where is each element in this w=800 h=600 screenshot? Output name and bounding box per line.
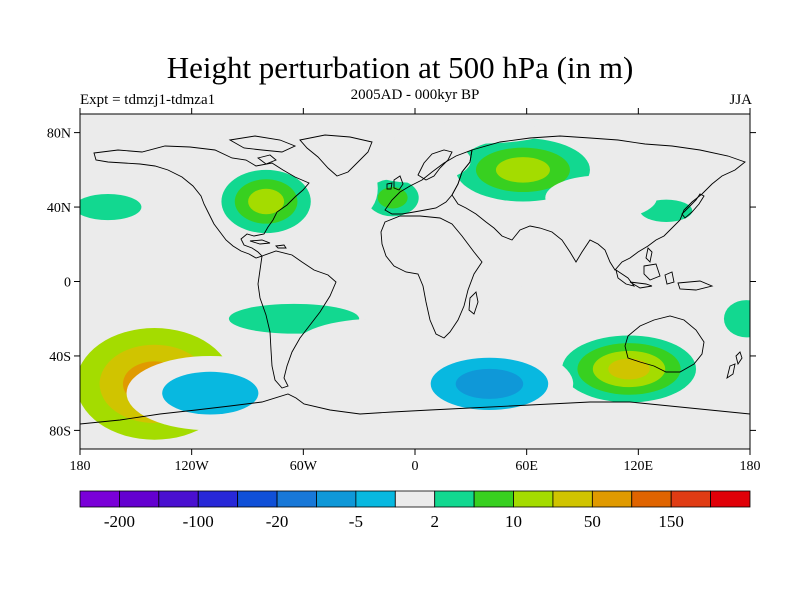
colorbar-swatch [276, 490, 317, 508]
map-title: Height perturbation at 500 hPa (in m) [166, 50, 634, 85]
lon-tick-label: 120E [624, 459, 654, 474]
colorbar-label: -100 [183, 512, 214, 531]
anomaly-contour-16-0 [489, 285, 602, 308]
colorbar-swatch [237, 490, 278, 508]
season-label: JJA [729, 92, 752, 108]
colorbar-swatch [119, 490, 160, 508]
coastlines [80, 134, 750, 425]
colorbar-swatch [434, 490, 475, 508]
anomaly-contour-11-1 [162, 371, 259, 415]
anomaly-contour-9-0 [340, 162, 378, 215]
anomaly-contour-1-2 [248, 188, 285, 215]
colorbar-label: 10 [505, 512, 522, 531]
coastline-south-america [257, 250, 337, 389]
coastline-british-isles [386, 175, 404, 191]
coastline-new-zealand [726, 351, 743, 380]
colorbar-swatch [473, 490, 514, 508]
anomaly-contour-12-2 [455, 368, 524, 399]
colorbar-label: -20 [266, 512, 289, 531]
anomaly-layer [80, 121, 750, 440]
plot-area [79, 113, 751, 450]
anomaly-contour-6-0 [80, 194, 142, 221]
colorbar-label: 2 [430, 512, 439, 531]
lon-tick-label: 180 [740, 459, 761, 474]
colorbar-label: 50 [584, 512, 601, 531]
anomaly-contour-10-0 [294, 318, 462, 375]
lat-tick-label: 40S [49, 350, 71, 365]
lon-tick-label: 180 [70, 459, 91, 474]
coastline-asia [451, 135, 746, 271]
anomaly-contour-8-0 [723, 300, 750, 338]
coastline-africa [380, 215, 483, 339]
anomaly-contour-19-0 [191, 136, 304, 167]
coastline-australia [624, 315, 705, 373]
colorbar-swatch [79, 490, 120, 508]
coastline-greenland [299, 134, 373, 177]
anomaly-contour-18-0 [396, 121, 546, 144]
colorbar-label: -5 [349, 512, 363, 531]
coastline-arctic-islands [228, 135, 297, 165]
coastline-japan [681, 193, 705, 219]
lat-tick-label: 0 [64, 276, 71, 291]
lon-tick-label: 60E [515, 459, 538, 474]
colorbar-swatch [394, 490, 436, 508]
coastline-north-america [93, 145, 310, 259]
colorbar-swatch [631, 490, 672, 508]
colorbar-swatch [355, 490, 396, 508]
colorbar-swatch [591, 490, 633, 508]
anomaly-contour-4-3 [608, 358, 650, 380]
colorbar-swatch [197, 490, 239, 508]
lat-tick-label: 40N [47, 201, 71, 216]
colorbar-swatch [513, 490, 554, 508]
lon-tick-label: 0 [412, 459, 419, 474]
coastline-madagascar [468, 291, 479, 315]
colorbar-swatch [158, 490, 199, 508]
anomaly-contour-17-0 [545, 175, 657, 221]
experiment-label: Expt = tdmzj1-tdmza1 [80, 92, 216, 108]
colorbar-label: 150 [658, 512, 684, 531]
coastline-indonesia [615, 247, 714, 291]
colorbar-swatch [552, 490, 593, 508]
lon-tick-label: 60W [290, 459, 318, 474]
period-label: 2005AD - 000kyr BP [350, 87, 480, 103]
anomaly-contour-3-2 [495, 157, 550, 183]
lon-tick-label: 120W [175, 459, 210, 474]
colorbar-swatch [316, 490, 357, 508]
coastline-antarctica [80, 393, 750, 425]
lat-tick-label: 80S [49, 424, 71, 439]
anomaly-contour-14-0 [359, 138, 471, 183]
colorbar: -200 -100 -20 -5 2 10 50 150 [79, 490, 751, 531]
colorbar-swatch [710, 490, 751, 508]
coastline-caribbean [249, 239, 287, 249]
colorbar-swatch [670, 490, 711, 508]
axes: 80N 40N 0 40S 80S 180 120W 60W 0 60E 120E 180 [47, 108, 761, 474]
coastline-scandinavia [417, 149, 453, 181]
colorbar-label: -200 [104, 512, 135, 531]
anomaly-contour-15-0 [415, 303, 527, 334]
lat-tick-label: 80N [47, 127, 71, 142]
